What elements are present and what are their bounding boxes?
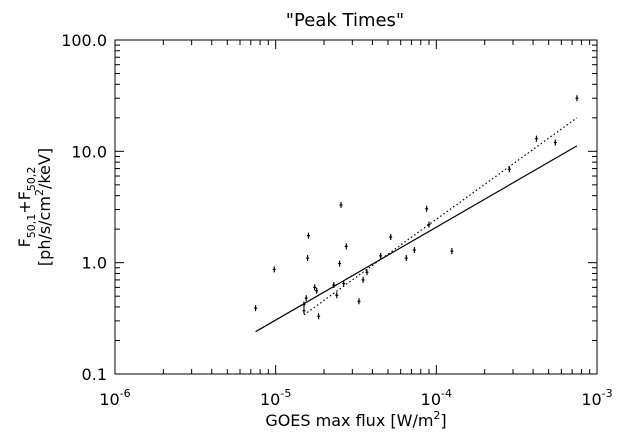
data-point: [361, 276, 365, 283]
fit-lines: [255, 117, 578, 333]
data-point: [379, 252, 383, 259]
data-point: [553, 139, 557, 146]
data-point: [427, 221, 431, 228]
data-point: [317, 313, 321, 320]
y-label-units-sup: 2: [33, 189, 46, 196]
data-point: [450, 248, 454, 255]
data-point: [389, 234, 393, 241]
data-point: [306, 232, 310, 239]
data-point: [507, 166, 511, 173]
data-point: [412, 246, 416, 253]
data-point: [534, 135, 538, 142]
x-tick-label: 10-6: [99, 387, 130, 409]
data-point: [338, 260, 342, 267]
x-tick-label: 10-5: [260, 387, 291, 409]
data-point: [339, 201, 343, 208]
data-point: [365, 269, 369, 276]
data-point: [304, 295, 308, 302]
y-label-units: [ph/s/cm: [35, 196, 54, 266]
y-axis: 0.1 1.0 10.0 100.0: [61, 31, 597, 384]
data-point: [272, 266, 276, 273]
x-axis-label-tail: ]: [440, 411, 446, 430]
data-point: [575, 95, 579, 102]
x-axis-label-sup: 2: [433, 409, 440, 422]
data-point: [404, 255, 408, 262]
y-axis-label: F50,1+F50,2 [ph/s/cm2/keV]: [15, 148, 54, 266]
y-tick-label: 10.0: [71, 142, 107, 161]
dotted-fit-line: [303, 117, 578, 316]
data-point: [332, 282, 336, 289]
y-label-plus: +F: [15, 191, 34, 214]
x-axis: 10-6 10-5 10-4 10-3: [99, 40, 613, 409]
x-axis-label: GOES max flux [W/m2]: [265, 409, 446, 430]
data-point: [302, 301, 306, 308]
y-label-units-post: /keV]: [35, 148, 54, 189]
y-tick-label: 1.0: [82, 254, 107, 273]
data-point: [302, 307, 306, 314]
x-tick-label: 10-4: [421, 387, 452, 409]
data-point: [357, 298, 361, 305]
y-label-sub2: 50,2: [25, 167, 38, 192]
y-label-f: F: [15, 238, 34, 247]
data-point: [313, 284, 317, 291]
y-axis-label-line1: F50,1+F50,2: [15, 167, 38, 248]
data-point: [335, 292, 339, 299]
data-point: [342, 280, 346, 287]
y-label-sub1: 50,1: [25, 214, 38, 239]
data-point: [425, 205, 429, 212]
data-point: [306, 255, 310, 262]
plot-frame: [114, 39, 598, 375]
chart-title: "Peak Times": [286, 10, 404, 31]
data-point: [344, 243, 348, 250]
solid-fit-line: [255, 145, 578, 333]
y-tick-label: 0.1: [82, 365, 107, 384]
data-point: [254, 305, 258, 312]
y-axis-label-line2: [ph/s/cm2/keV]: [33, 148, 54, 266]
data-points: [254, 95, 579, 320]
data-point: [315, 287, 319, 294]
x-tick-label: 10-3: [581, 387, 612, 409]
y-tick-label: 100.0: [61, 31, 107, 50]
x-axis-label-text: GOES max flux [W/m: [265, 411, 433, 430]
